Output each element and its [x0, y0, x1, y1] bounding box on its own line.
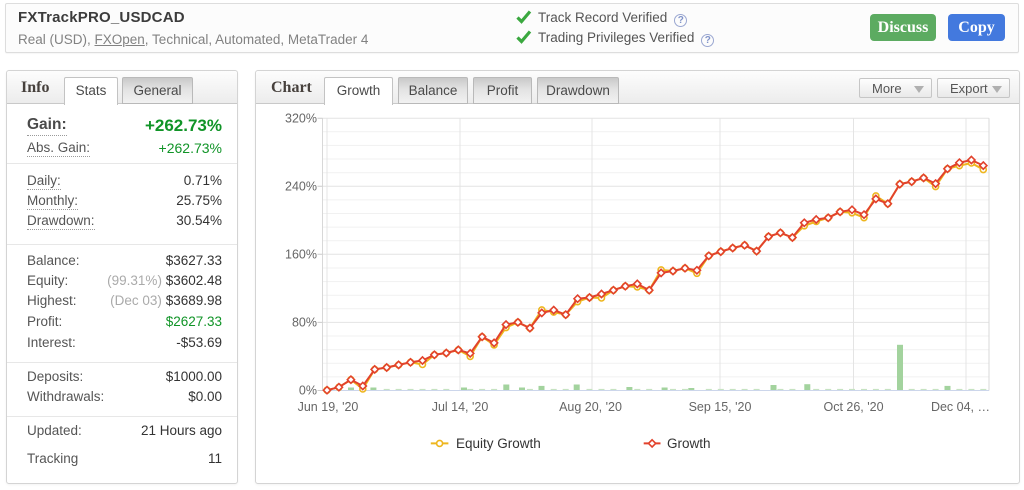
svg-text:0%: 0% [299, 384, 317, 398]
svg-text:320%: 320% [285, 111, 317, 125]
svg-text:Equity Growth: Equity Growth [456, 436, 541, 451]
svg-text:Growth: Growth [667, 436, 711, 451]
svg-text:80%: 80% [292, 316, 317, 330]
svg-text:Aug 20, '20: Aug 20, '20 [559, 400, 622, 414]
svg-text:Sep 15, '20: Sep 15, '20 [689, 400, 752, 414]
svg-text:Jul 14, '20: Jul 14, '20 [432, 400, 489, 414]
svg-text:Dec 04, …: Dec 04, … [931, 400, 990, 414]
svg-text:Jun 19, '20: Jun 19, '20 [298, 400, 359, 414]
svg-text:Oct 26, '20: Oct 26, '20 [823, 400, 883, 414]
svg-text:160%: 160% [285, 248, 317, 262]
svg-text:240%: 240% [285, 180, 317, 194]
